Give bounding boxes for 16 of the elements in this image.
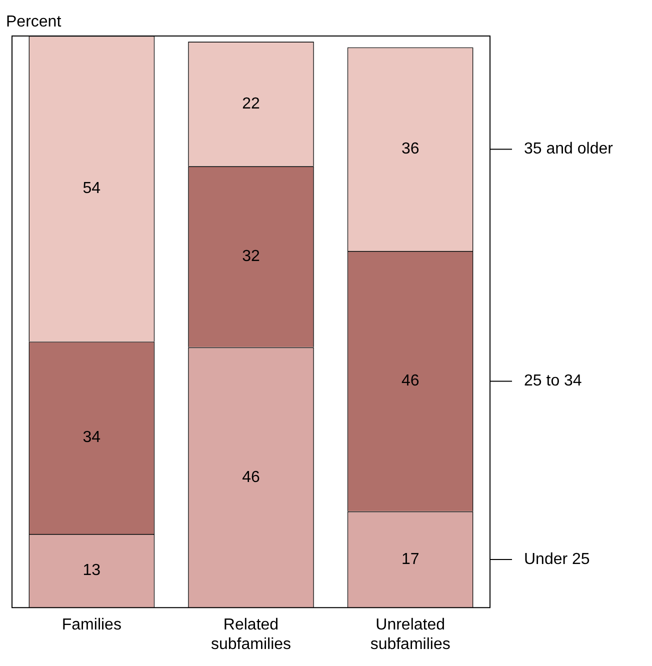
data-label: 36 <box>401 140 420 158</box>
y-axis-title: Percent <box>6 13 62 30</box>
data-label: 34 <box>82 429 101 446</box>
data-label: 13 <box>82 562 101 580</box>
x-tick-label: Families <box>62 616 122 634</box>
text: Under 25 <box>524 550 590 568</box>
data-label: 54 <box>82 180 101 198</box>
x-tick-label: Related subfamilies <box>210 616 292 653</box>
text: 35 and older <box>524 140 614 158</box>
text: 25 to 34 <box>524 372 582 390</box>
data-label: 46 <box>401 372 420 390</box>
data-label: 17 <box>401 550 420 568</box>
data-label: 32 <box>242 248 260 266</box>
data-label: 22 <box>242 95 260 112</box>
data-label: 46 <box>242 468 260 486</box>
x-tick-label: Unrelated subfamilies <box>370 616 450 653</box>
